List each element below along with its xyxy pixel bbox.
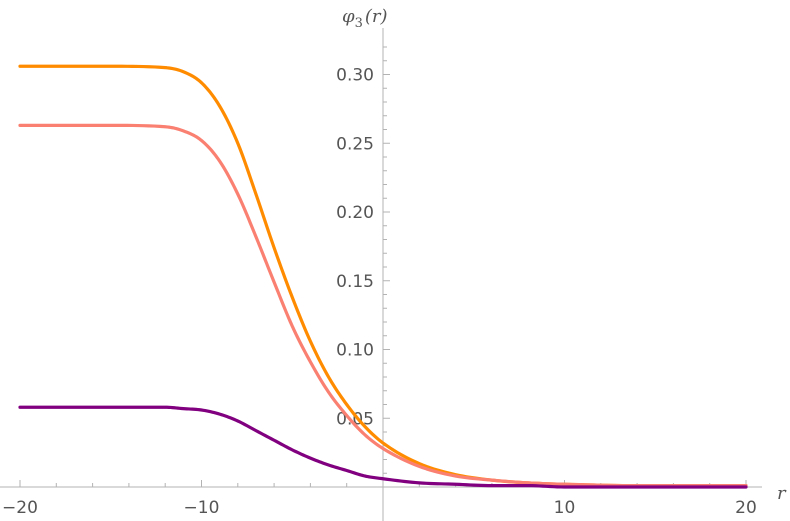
y-axis-label: φ3 (r): [342, 6, 388, 31]
y-tick-label: 0.10: [336, 341, 374, 361]
y-axis-label-subscript: 3: [355, 16, 363, 31]
series-line-salmon: [18, 123, 748, 488]
tick-labels: −20 −10 10 200.050.100.150.200.250.30: [2, 66, 757, 519]
x-tick-label: 20: [735, 498, 757, 518]
y-tick-label: 0.25: [336, 134, 374, 154]
y-tick-label: 0.20: [336, 203, 374, 223]
x-axis-label: r: [777, 483, 787, 504]
y-axis-label-argument: (r): [365, 6, 388, 27]
series-line-purple: [18, 405, 748, 489]
y-tick-label: 0.15: [336, 272, 374, 292]
x-tick-label: −10: [184, 498, 220, 518]
x-tick-label: 10: [554, 498, 576, 518]
series-lines: [18, 64, 748, 489]
x-tick-label: −20: [2, 498, 38, 518]
y-axis-label-symbol: φ: [342, 6, 355, 27]
y-tick-label: 0.30: [336, 66, 374, 86]
